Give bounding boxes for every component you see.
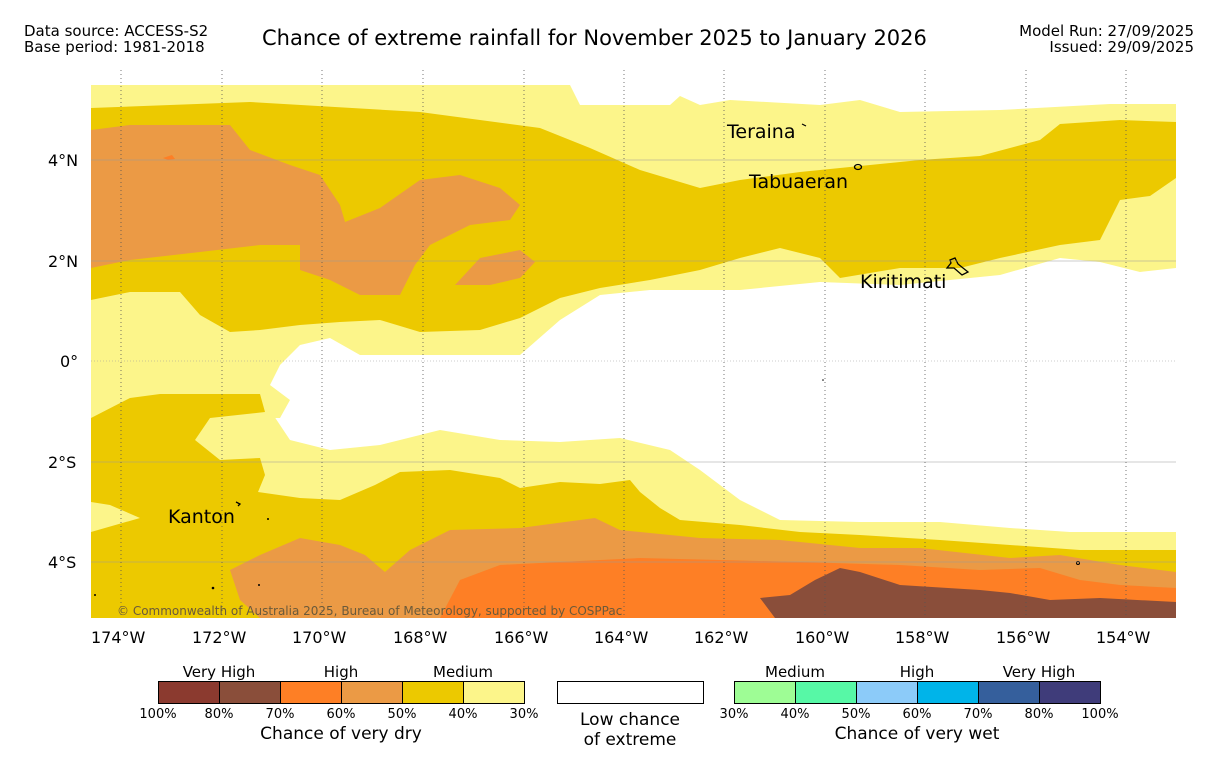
lat-label-4s: 4°S xyxy=(48,553,77,572)
dry-tick-30: 30% xyxy=(509,707,539,722)
teraina-island xyxy=(801,123,807,127)
base-period-text: Base period: 1981-2018 xyxy=(24,38,205,56)
dry-swatch-50-40 xyxy=(403,682,464,703)
wet-legend-caption: Chance of very wet xyxy=(834,724,1000,744)
dry-tick-100: 100% xyxy=(139,707,177,722)
dry-category-very-high: Very High xyxy=(182,663,256,681)
lon-label-168w: 168°W xyxy=(393,628,448,647)
copyright-notice: © Commonwealth of Australia 2025, Bureau… xyxy=(117,604,623,618)
north-high-band xyxy=(91,125,520,295)
wet-tick-80: 80% xyxy=(1024,707,1054,722)
latitude-gridlines xyxy=(91,159,1176,563)
lon-label-160w: 160°W xyxy=(795,628,850,647)
model-run-text: Model Run: 27/09/2025 xyxy=(1019,22,1194,40)
dry-tick-70: 70% xyxy=(265,707,295,722)
lon-label-154w: 154°W xyxy=(1096,628,1151,647)
wet-tick-50: 50% xyxy=(841,707,871,722)
low-chance-caption-1: Low chance xyxy=(580,710,680,730)
islet-6 xyxy=(822,379,824,381)
longitude-gridlines xyxy=(120,70,1127,618)
kiritimati-island xyxy=(945,257,970,276)
lon-label-162w: 162°W xyxy=(694,628,749,647)
wet-tick-100: 100% xyxy=(1081,707,1119,722)
dry-tick-50: 50% xyxy=(387,707,417,722)
islet-2 xyxy=(211,586,215,590)
lat-label-2n: 2°N xyxy=(48,252,79,271)
lon-label-170w: 170°W xyxy=(292,628,347,647)
place-label-tabuaeran: Tabuaeran xyxy=(749,171,849,193)
wet-category-high: High xyxy=(899,663,935,681)
place-label-kanton: Kanton xyxy=(168,506,235,528)
dry-swatch-60-50 xyxy=(342,682,403,703)
lon-label-166w: 166°W xyxy=(494,628,549,647)
wet-swatch-40-50 xyxy=(796,682,857,703)
dry-tick-40: 40% xyxy=(448,707,478,722)
islet-4 xyxy=(94,594,96,596)
dry-colorbar xyxy=(158,681,525,704)
wet-swatch-70-80 xyxy=(979,682,1040,703)
lon-label-172w: 172°W xyxy=(192,628,247,647)
lat-label-2s: 2°S xyxy=(48,453,77,472)
south-very-high-band xyxy=(760,568,1176,618)
lat-label-4n: 4°N xyxy=(48,151,79,170)
wet-swatch-50-60 xyxy=(857,682,918,703)
lon-label-156w: 156°W xyxy=(996,628,1051,647)
wet-swatch-80-100 xyxy=(1040,682,1100,703)
issued-date-text: Issued: 29/09/2025 xyxy=(1049,38,1194,56)
lon-label-158w: 158°W xyxy=(895,628,950,647)
islet-3 xyxy=(258,584,260,586)
map-title: Chance of extreme rainfall for November … xyxy=(262,26,927,50)
lon-label-174w: 174°W xyxy=(91,628,146,647)
wet-swatch-30-40 xyxy=(735,682,796,703)
dry-swatch-80-70 xyxy=(220,682,281,703)
wet-swatch-60-70 xyxy=(918,682,979,703)
wet-category-very-high: Very High xyxy=(1002,663,1076,681)
islet-1 xyxy=(267,518,269,520)
lon-label-164w: 164°W xyxy=(594,628,649,647)
wet-colorbar xyxy=(734,681,1101,704)
wet-tick-60: 60% xyxy=(902,707,932,722)
dry-swatch-100-80 xyxy=(159,682,220,703)
dry-category-high: High xyxy=(323,663,359,681)
tabuaeran-island xyxy=(853,163,863,171)
dry-legend-caption: Chance of very dry xyxy=(260,724,422,744)
place-label-kiritimati: Kiritimati xyxy=(860,271,947,293)
low-chance-caption-2: of extreme xyxy=(583,730,677,750)
wet-tick-30: 30% xyxy=(719,707,749,722)
rainfall-map xyxy=(91,70,1176,618)
dry-swatch-40-30 xyxy=(464,682,524,703)
north-high-patch xyxy=(455,250,535,285)
wet-tick-40: 40% xyxy=(780,707,810,722)
wet-category-medium: Medium xyxy=(765,663,825,681)
dry-swatch-70-60 xyxy=(281,682,342,703)
low-chance-swatch xyxy=(557,681,704,704)
islet-5 xyxy=(1076,561,1080,565)
north-dry-spot xyxy=(163,155,175,160)
dry-category-medium: Medium xyxy=(433,663,493,681)
place-label-teraina: Teraina xyxy=(727,121,796,143)
dry-tick-60: 60% xyxy=(326,707,356,722)
lat-label-0: 0° xyxy=(60,352,79,371)
dry-tick-80: 80% xyxy=(204,707,234,722)
kanton-island xyxy=(235,501,242,507)
data-source-text: Data source: ACCESS-S2 xyxy=(24,22,209,40)
wet-tick-70: 70% xyxy=(963,707,993,722)
